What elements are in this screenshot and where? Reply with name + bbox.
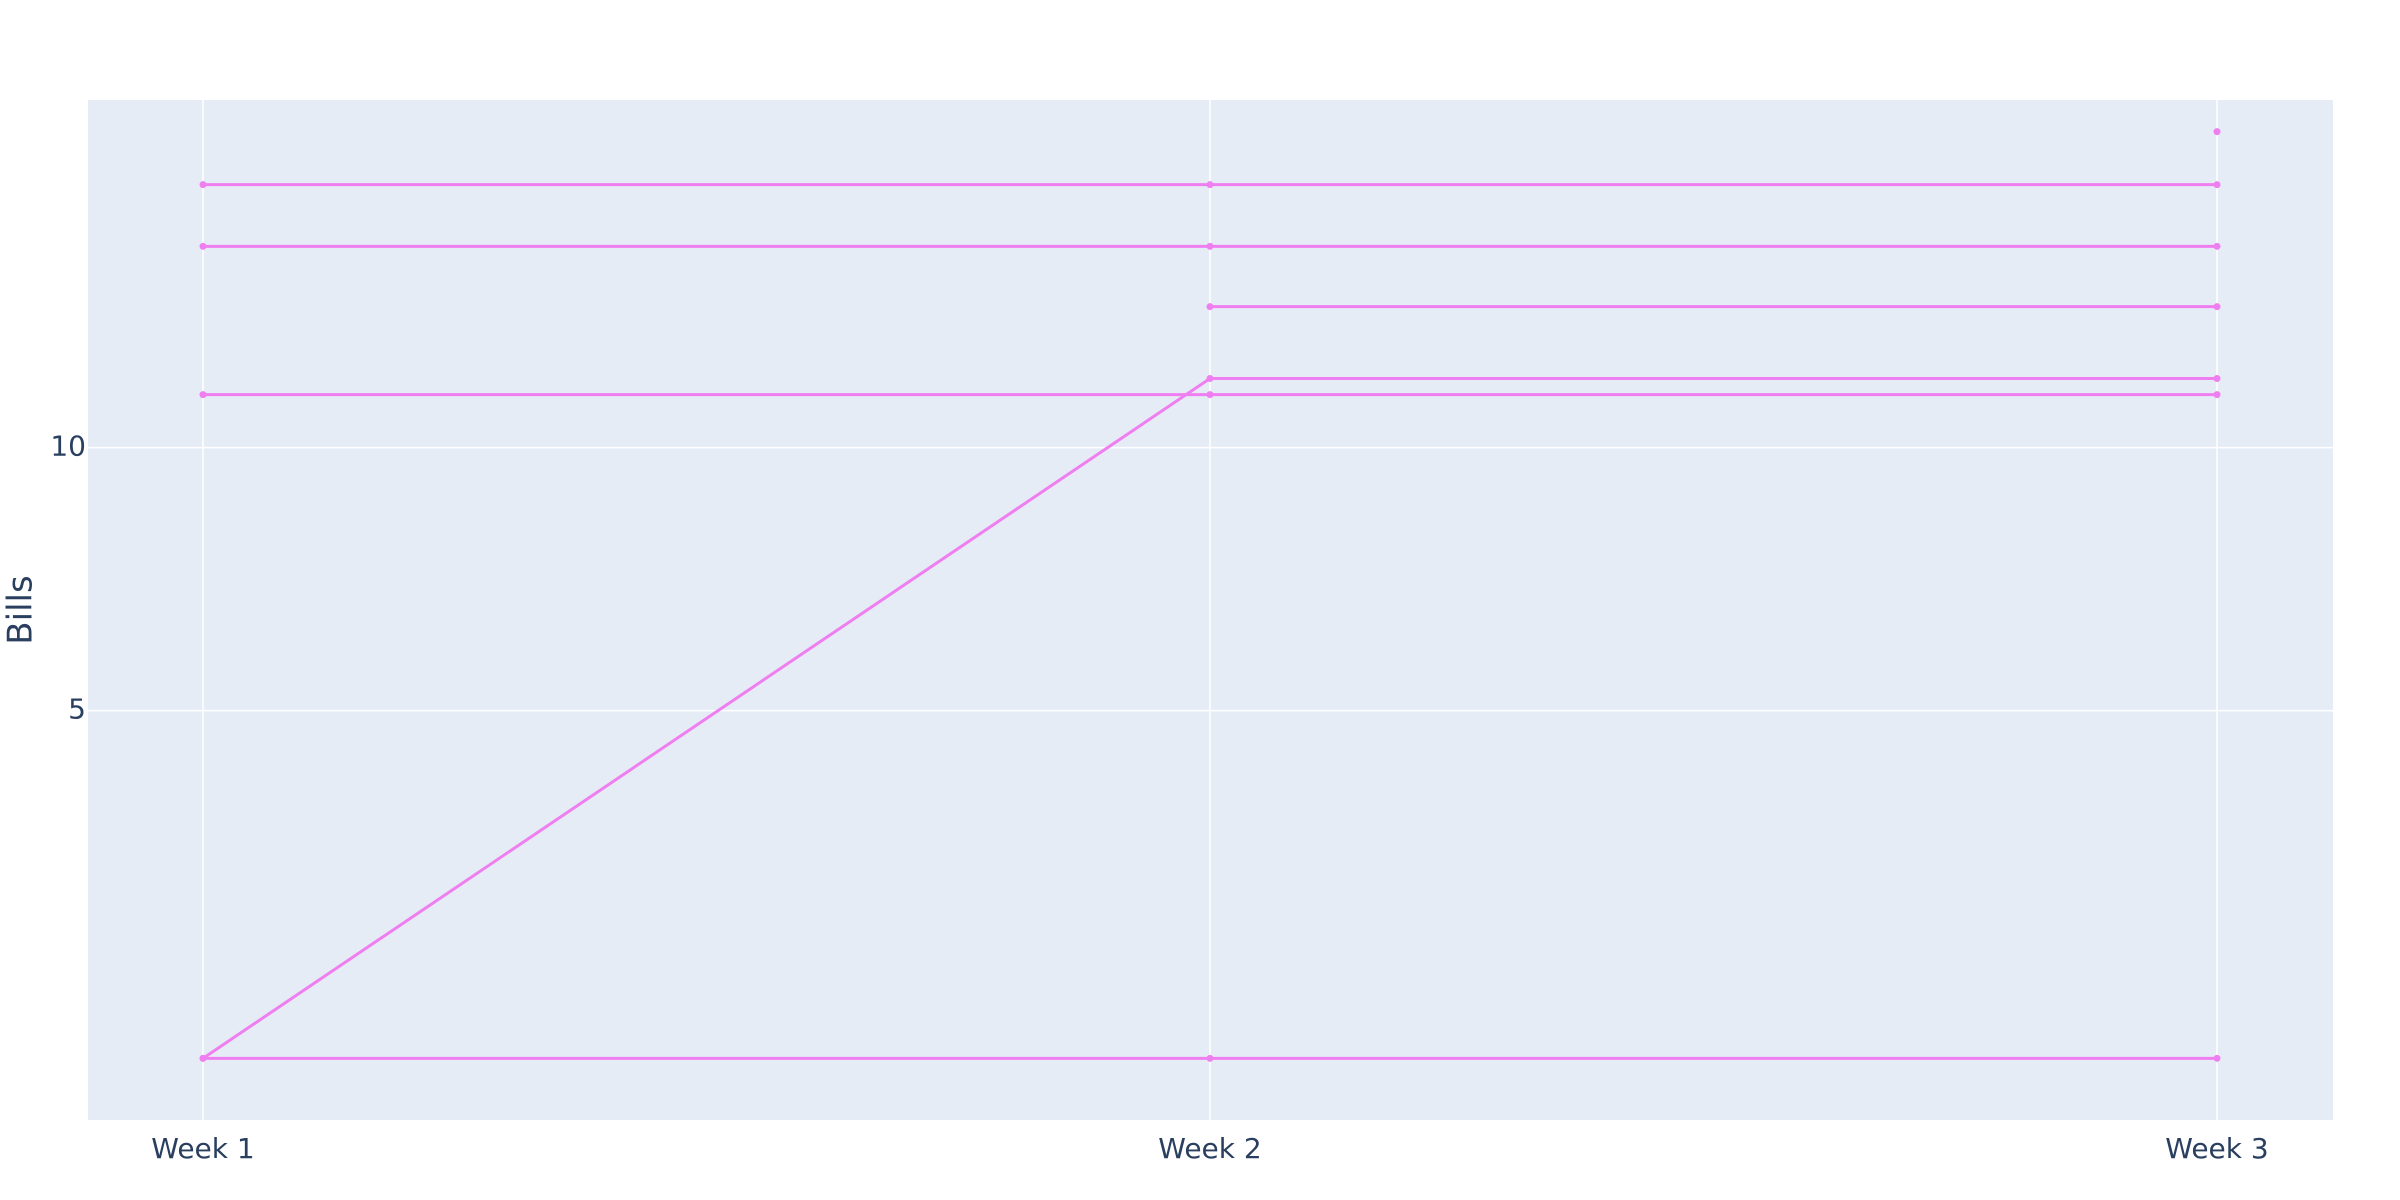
- data-point: [199, 1054, 207, 1062]
- data-point: [2213, 181, 2221, 189]
- data-point: [199, 242, 207, 250]
- y-tick-label: 5: [68, 693, 86, 726]
- data-point: [2213, 128, 2221, 136]
- data-point: [2213, 374, 2221, 382]
- x-tick-label: Week 2: [1158, 1132, 1261, 1165]
- x-tick-label: Week 1: [151, 1132, 254, 1165]
- x-tick-labels: Week 1 Week 2 Week 3: [151, 1132, 2268, 1165]
- data-point: [2213, 1054, 2221, 1062]
- y-axis-title: Bills: [1, 575, 41, 644]
- data-point: [199, 391, 207, 399]
- data-point: [1206, 1054, 1214, 1062]
- data-point: [1206, 242, 1214, 250]
- data-point: [2213, 391, 2221, 399]
- data-point: [2213, 242, 2221, 250]
- gridlines: [88, 100, 2333, 1120]
- y-tick-label: 10: [50, 430, 86, 463]
- data-point: [1206, 303, 1214, 311]
- data-point: [1206, 181, 1214, 189]
- data-point: [199, 181, 207, 189]
- x-tick-label: Week 3: [2165, 1132, 2268, 1165]
- series-group: [199, 128, 2221, 1062]
- data-point: [1206, 391, 1214, 399]
- data-point: [2213, 303, 2221, 311]
- data-point: [1206, 374, 1214, 382]
- y-tick-labels: 5 10: [50, 430, 86, 726]
